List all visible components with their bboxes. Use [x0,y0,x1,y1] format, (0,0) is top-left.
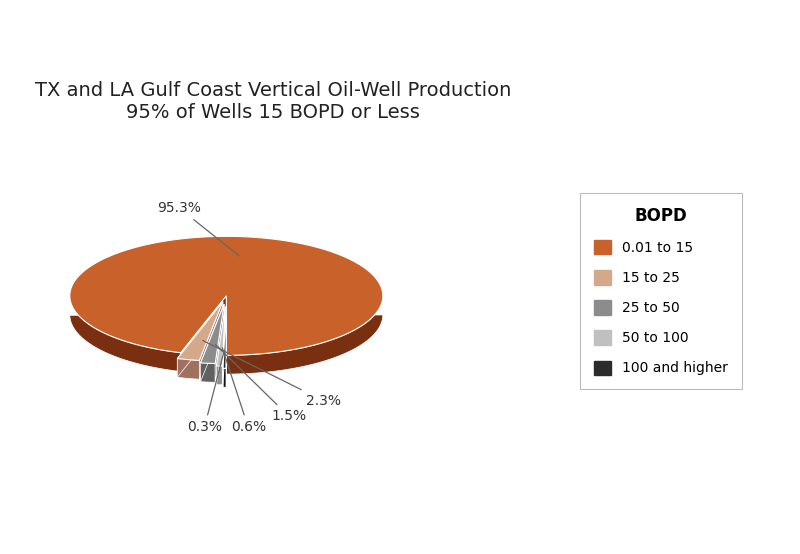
Polygon shape [217,306,226,366]
Polygon shape [178,301,223,377]
Text: 0.3%: 0.3% [187,350,224,434]
Polygon shape [199,301,223,379]
Polygon shape [181,296,226,372]
Polygon shape [201,304,224,363]
Polygon shape [223,309,226,368]
Polygon shape [178,301,223,361]
Polygon shape [217,366,222,385]
Polygon shape [223,368,226,387]
Polygon shape [70,296,383,374]
Legend: 0.01 to 15, 15 to 25, 25 to 50, 50 to 100, 100 and higher: 0.01 to 15, 15 to 25, 25 to 50, 50 to 10… [580,193,742,389]
Polygon shape [215,304,224,382]
Title: TX and LA Gulf Coast Vertical Oil-Well Production
95% of Wells 15 BOPD or Less: TX and LA Gulf Coast Vertical Oil-Well P… [35,81,511,122]
Polygon shape [222,306,226,385]
Text: 0.6%: 0.6% [222,348,266,434]
Polygon shape [70,237,383,355]
Polygon shape [217,306,226,384]
Polygon shape [223,309,226,387]
Text: 1.5%: 1.5% [215,345,306,423]
Text: 95.3%: 95.3% [158,201,239,256]
Polygon shape [201,304,224,382]
Text: 2.3%: 2.3% [203,341,341,408]
Polygon shape [201,363,215,382]
Polygon shape [178,358,199,379]
